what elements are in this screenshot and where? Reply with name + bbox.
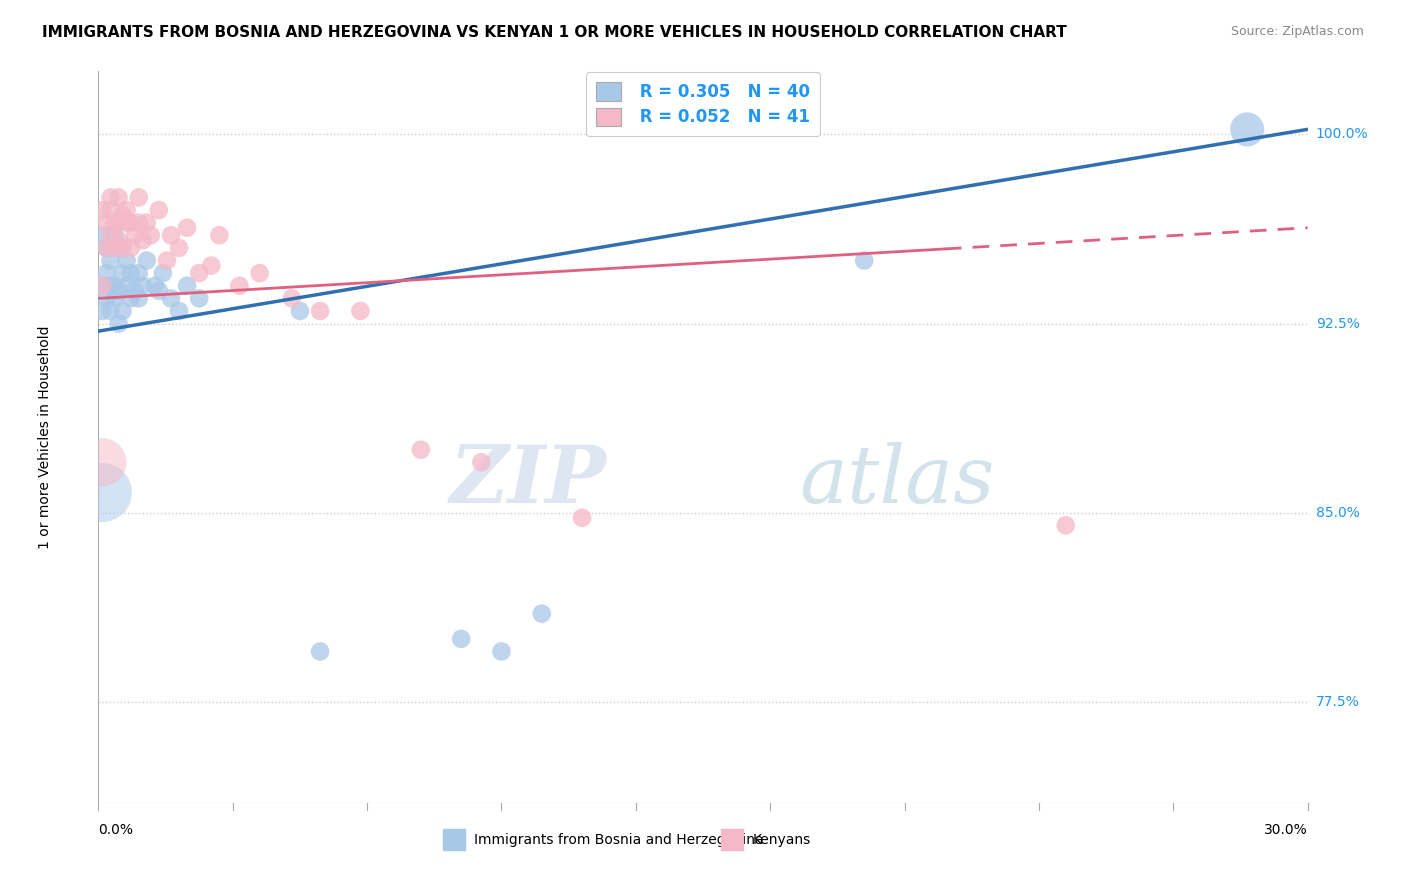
Point	[96, 241, 118, 255]
Point	[115, 203, 138, 218]
Point	[309, 304, 332, 318]
Point	[281, 291, 304, 305]
Point	[156, 253, 179, 268]
Point	[148, 203, 170, 218]
Point	[120, 216, 142, 230]
Point	[450, 632, 472, 646]
Point	[160, 228, 183, 243]
Text: atlas: atlas	[800, 442, 995, 520]
Point	[128, 291, 150, 305]
Point	[107, 190, 129, 204]
Point	[1236, 122, 1258, 136]
Point	[491, 644, 513, 658]
Point	[111, 208, 134, 222]
Point	[188, 291, 211, 305]
Point	[188, 266, 211, 280]
Point	[96, 216, 118, 230]
Point	[103, 216, 125, 230]
Point	[91, 455, 114, 469]
Point	[120, 241, 142, 255]
Point	[132, 278, 155, 293]
Point	[107, 233, 129, 247]
Point	[176, 278, 198, 293]
Text: Source: ZipAtlas.com: Source: ZipAtlas.com	[1230, 25, 1364, 38]
Point	[107, 241, 129, 255]
Point	[107, 317, 129, 331]
Text: 77.5%: 77.5%	[1316, 695, 1360, 709]
Point	[228, 278, 250, 293]
Point	[853, 253, 876, 268]
Legend:  R = 0.305   N = 40,  R = 0.052   N = 41: R = 0.305 N = 40, R = 0.052 N = 41	[586, 72, 820, 136]
Point	[111, 304, 134, 318]
Point	[200, 259, 222, 273]
Point	[409, 442, 432, 457]
Text: 92.5%: 92.5%	[1316, 317, 1360, 331]
Point	[128, 190, 150, 204]
Point	[96, 241, 118, 255]
Point	[176, 220, 198, 235]
Point	[135, 253, 157, 268]
Point	[1054, 518, 1077, 533]
Point	[107, 216, 129, 230]
Point	[100, 228, 122, 243]
Point	[120, 266, 142, 280]
Point	[160, 291, 183, 305]
Point	[128, 266, 150, 280]
Point	[249, 266, 271, 280]
Point	[167, 241, 190, 255]
Point	[132, 233, 155, 247]
Text: Immigrants from Bosnia and Herzegovina: Immigrants from Bosnia and Herzegovina	[474, 833, 763, 847]
Text: Kenyans: Kenyans	[752, 833, 811, 847]
Point	[124, 284, 146, 298]
Text: IMMIGRANTS FROM BOSNIA AND HERZEGOVINA VS KENYAN 1 OR MORE VEHICLES IN HOUSEHOLD: IMMIGRANTS FROM BOSNIA AND HERZEGOVINA V…	[42, 25, 1067, 40]
Point	[309, 644, 332, 658]
Point	[103, 241, 125, 255]
Point	[120, 291, 142, 305]
Point	[91, 278, 114, 293]
Text: 1 or more Vehicles in Household: 1 or more Vehicles in Household	[38, 326, 52, 549]
Point	[107, 284, 129, 298]
Point	[91, 228, 114, 243]
Point	[115, 278, 138, 293]
Point	[96, 266, 118, 280]
Point	[91, 485, 114, 500]
Point	[103, 278, 125, 293]
Point	[96, 291, 118, 305]
Point	[100, 190, 122, 204]
Text: 30.0%: 30.0%	[1264, 823, 1308, 837]
Bar	[721, 830, 742, 850]
Point	[571, 510, 593, 524]
Point	[148, 284, 170, 298]
Point	[115, 216, 138, 230]
Point	[103, 291, 125, 305]
Point	[111, 266, 134, 280]
Bar	[443, 830, 465, 850]
Point	[135, 216, 157, 230]
Point	[139, 228, 162, 243]
Point	[91, 304, 114, 318]
Point	[124, 228, 146, 243]
Point	[349, 304, 371, 318]
Point	[103, 228, 125, 243]
Text: ZIP: ZIP	[450, 442, 606, 520]
Point	[100, 203, 122, 218]
Point	[288, 304, 311, 318]
Point	[91, 203, 114, 218]
Point	[100, 278, 122, 293]
Point	[115, 253, 138, 268]
Point	[530, 607, 553, 621]
Point	[91, 278, 114, 293]
Point	[167, 304, 190, 318]
Text: 85.0%: 85.0%	[1316, 506, 1360, 520]
Point	[100, 253, 122, 268]
Point	[143, 278, 166, 293]
Point	[100, 304, 122, 318]
Text: 0.0%: 0.0%	[98, 823, 134, 837]
Point	[128, 216, 150, 230]
Point	[111, 241, 134, 255]
Point	[470, 455, 492, 469]
Text: 100.0%: 100.0%	[1316, 128, 1368, 142]
Point	[152, 266, 174, 280]
Point	[208, 228, 231, 243]
